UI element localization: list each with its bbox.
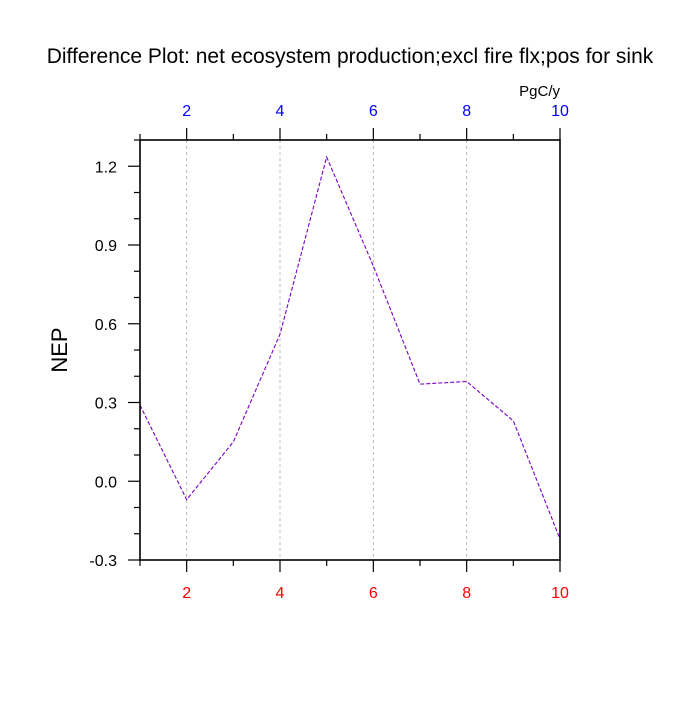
plot-frame: [139, 139, 561, 561]
x-tick-label-bottom: 10: [551, 585, 569, 602]
series-layer: [139, 155, 561, 540]
series-line: [139, 155, 561, 540]
chart-title: Difference Plot: net ecosystem productio…: [47, 45, 654, 68]
x-tick-label-top: 8: [462, 103, 471, 120]
x-tick-label-bottom: 4: [276, 585, 285, 602]
x-tick-label-top: 2: [182, 103, 191, 120]
y-tick-label: 0.6: [95, 317, 117, 334]
grid-lines: [186, 140, 468, 560]
x-tick-label-top: 6: [369, 103, 378, 120]
y-tick-label: 0.9: [95, 238, 117, 255]
y-tick-label: 0.0: [95, 474, 117, 491]
y-tick-label: 1.2: [95, 159, 117, 176]
y-tick-label: 0.3: [95, 396, 117, 413]
x-tick-label-top: 4: [276, 103, 285, 120]
y-axis-label: NEP: [47, 327, 72, 372]
x-tick-label-bottom: 6: [369, 585, 378, 602]
x-tick-label-bottom: 2: [182, 585, 191, 602]
y-tick-label: -0.3: [89, 553, 117, 570]
tick-labels: 2 2 4 4 6 6 8 8 10 10 -0.3 0.0 0.3 0.6 0.9 1.2: [89, 103, 569, 602]
chart-units-label: PgC/y: [519, 83, 560, 100]
x-tick-label-top: 10: [551, 103, 569, 120]
x-tick-label-bottom: 8: [462, 585, 471, 602]
axis-ticks: [128, 128, 561, 572]
